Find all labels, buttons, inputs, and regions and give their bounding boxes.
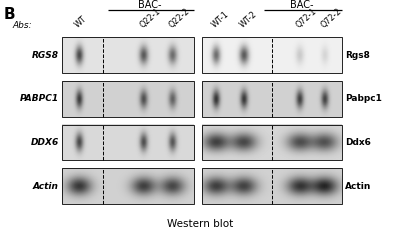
Bar — [62, 37, 194, 73]
Bar — [202, 168, 342, 204]
Text: Q72-2: Q72-2 — [319, 7, 344, 30]
Text: RGS8: RGS8 — [32, 51, 59, 60]
Bar — [62, 125, 194, 160]
Text: BAC-: BAC- — [290, 0, 314, 10]
Text: Ddx6: Ddx6 — [345, 138, 371, 147]
Bar — [202, 37, 342, 73]
Text: WT: WT — [73, 15, 88, 30]
Bar — [202, 81, 342, 117]
Text: Pabpc1: Pabpc1 — [345, 94, 382, 103]
Bar — [62, 81, 194, 117]
Text: Actin: Actin — [33, 182, 59, 191]
Text: Western blot: Western blot — [167, 219, 233, 229]
Bar — [62, 168, 194, 204]
Text: PABPC1: PABPC1 — [20, 94, 59, 103]
Text: Rgs8: Rgs8 — [345, 51, 370, 60]
Text: Abs:: Abs: — [12, 21, 32, 30]
Text: B: B — [4, 7, 16, 22]
Text: DDX6: DDX6 — [30, 138, 59, 147]
Text: WT-1: WT-1 — [210, 10, 231, 30]
Text: BAC-: BAC- — [138, 0, 162, 10]
Bar — [202, 125, 342, 160]
Text: Actin: Actin — [345, 182, 372, 191]
Text: Q22-2: Q22-2 — [167, 7, 191, 30]
Text: Q72-1: Q72-1 — [294, 7, 318, 30]
Text: WT-2: WT-2 — [238, 10, 259, 30]
Text: Q22-1: Q22-1 — [138, 7, 162, 30]
